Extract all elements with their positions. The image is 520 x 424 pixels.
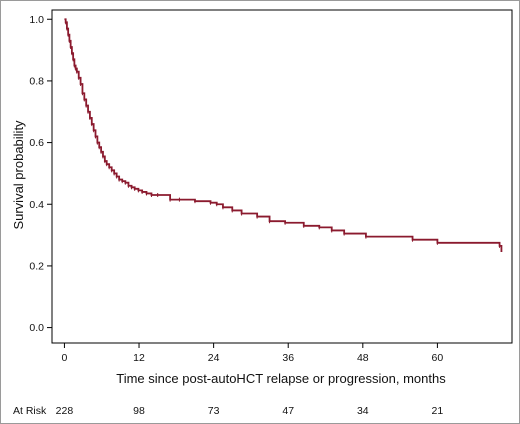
y-tick-label: 0.0 (29, 322, 44, 334)
at-risk-count: 228 (56, 405, 74, 417)
at-risk-count: 98 (133, 405, 145, 417)
labels: Survival probability Time since post-aut… (11, 120, 446, 417)
y-tick-label: 0.4 (29, 199, 44, 211)
y-tick-label: 0.6 (29, 137, 44, 149)
at-risk-count: 47 (282, 405, 294, 417)
survival-curve (64, 18, 503, 253)
y-axis-title: Survival probability (11, 120, 26, 230)
x-tick-label: 48 (357, 352, 369, 364)
x-tick-label: 36 (282, 352, 294, 364)
at-risk-table: 228 98 73 47 34 21 (56, 405, 444, 417)
at-risk-count: 73 (208, 405, 220, 417)
survival-curve-group (64, 18, 503, 253)
at-risk-count: 34 (357, 405, 369, 417)
plot-frame (51, 9, 513, 344)
at-risk-label: At Risk (13, 405, 47, 417)
at-risk-count: 21 (432, 405, 444, 417)
y-tick-label: 1.0 (29, 14, 44, 26)
x-tick-label: 0 (62, 352, 68, 364)
y-tick-label: 0.8 (29, 75, 44, 87)
x-tick-label: 60 (432, 352, 444, 364)
x-tick-label: 12 (133, 352, 145, 364)
axes: 0.0 0.2 0.4 0.6 0.8 1.0 0 12 24 36 48 60 (29, 9, 513, 364)
x-tick-label: 24 (208, 352, 220, 364)
y-tick-label: 0.2 (29, 260, 44, 272)
x-axis-title: Time since post-autoHCT relapse or progr… (116, 371, 446, 386)
